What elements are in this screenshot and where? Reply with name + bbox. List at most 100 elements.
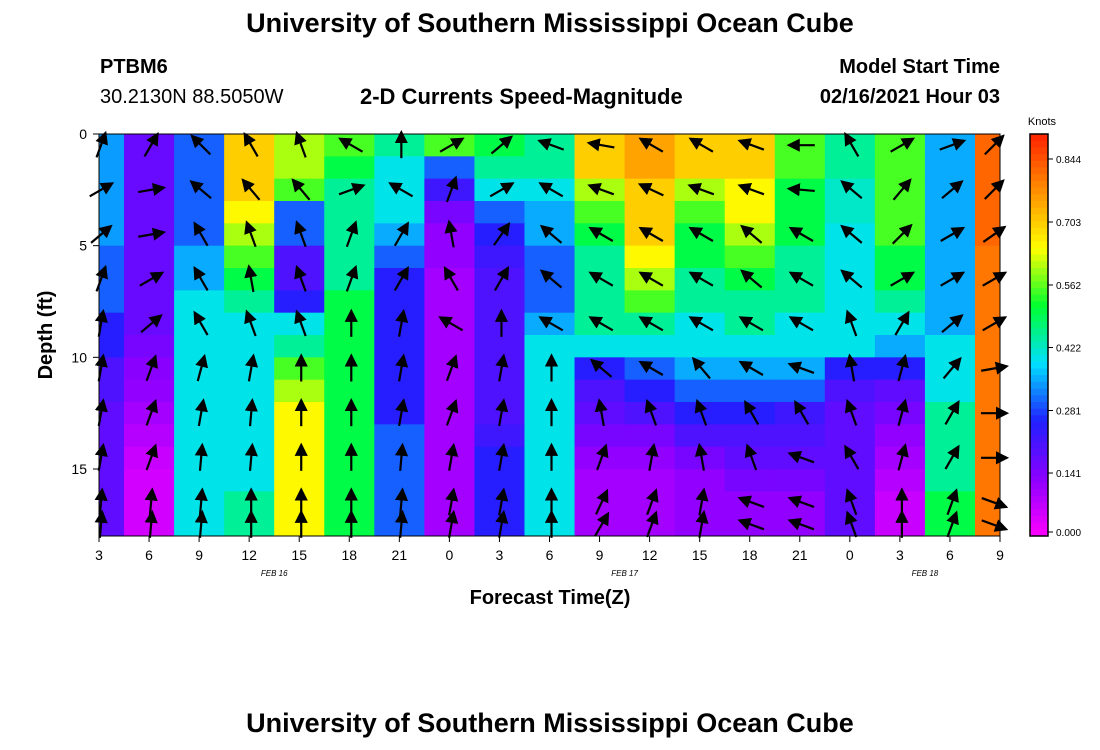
heatmap-cell [574,290,626,314]
heatmap-cell [274,402,325,425]
current-arrow [140,314,163,334]
heatmap-cell [474,491,525,515]
heatmap-cell [924,469,976,492]
colorbar-segment [1030,174,1048,182]
colorbar-tick-label: 0.000 [1056,528,1081,539]
bottom-title: University of Southern Mississippi Ocean… [246,708,854,738]
current-arrow [589,358,613,378]
current-arrow [345,264,359,292]
heatmap-cell [324,491,375,515]
heatmap-cell [224,156,275,180]
heatmap-cell [274,424,325,448]
heatmap-cell [424,469,475,492]
heatmap-cell [224,513,275,537]
current-arrow [244,264,258,293]
model-start-label: Model Start Time [839,56,1000,78]
heatmap-cell [674,290,726,314]
colorbar-segment [1030,140,1048,148]
current-arrow [588,226,614,242]
heatmap-cell [274,290,325,314]
heatmap-cell [374,469,425,492]
heatmap-cell [624,156,676,180]
current-arrow [840,180,863,200]
colorbar-segment [1030,509,1048,517]
heatmap-cell [374,156,425,180]
heatmap-cell [224,268,275,291]
current-arrow [694,442,708,471]
current-arrow [982,271,1008,287]
current-arrow [737,182,765,196]
heatmap-cell [674,491,726,515]
heatmap-cell [974,223,1001,247]
heatmap-cell [424,513,475,537]
heatmap-cell [524,156,576,180]
heatmap-cell [474,268,525,291]
current-arrow [495,442,509,471]
heatmap-cell [524,469,576,492]
heatmap-cell [674,424,726,448]
current-arrow [894,310,910,336]
heatmap-cell [174,379,225,403]
heatmap-cell [374,379,425,403]
heatmap-cell [974,424,1001,448]
colorbar-tick-label: 0.141 [1056,469,1081,480]
colorbar-segment [1030,207,1048,215]
current-arrow [941,180,964,200]
current-arrow [840,269,863,289]
colorbar-segment [1030,462,1048,470]
heatmap-cell [724,268,776,291]
current-arrow [596,443,609,471]
current-arrow [638,271,664,287]
heatmap-cell [674,335,726,358]
x-axis: 3 6 9 12 15 18 21 0 3 6 9 12 15 18 21 0 3 6 9 FEB 16 FEB 17 F… [95,536,1004,578]
heatmap-cell [524,335,576,358]
heatmap-cell [774,379,826,403]
current-arrow [495,398,509,427]
heatmap-cell [224,290,275,314]
heatmap-cell [924,335,976,358]
colorbar-segment [1030,348,1048,356]
current-arrow [493,222,511,246]
heatmap-cell [174,469,225,492]
heatmap-cell [124,469,175,492]
heatmap-cell [524,223,576,247]
heatmap-cell [99,379,125,403]
heatmap-cell [324,469,375,492]
current-arrow [394,509,409,538]
y-axis-title: Depth (ft) [35,291,57,380]
x-tick-label: 3 [896,547,904,563]
heatmap-cell [874,513,926,537]
heatmap-cell [874,245,926,269]
heatmap-cell [324,245,375,269]
current-arrow [688,226,714,242]
colorbar-segment [1030,201,1048,209]
heatmap-cell [774,424,826,448]
heatmap-cell [374,268,425,291]
current-arrow [587,182,615,196]
current-arrow [294,309,307,337]
heatmap-cell [774,335,826,358]
current-arrow [243,132,259,157]
heatmap-cell [124,446,175,470]
colorbar-segment [1030,515,1048,524]
heatmap-cell [474,223,525,247]
heatmap-cell [374,402,425,425]
heatmap-cell [974,245,1001,269]
heatmap-cell [174,335,225,358]
heatmap-cell [174,290,225,314]
current-arrow [445,509,459,538]
current-arrow [393,221,409,247]
heatmap-cell [424,201,475,224]
heatmap-cell [324,201,375,224]
current-arrow [438,316,464,332]
heatmap-cell [974,268,1001,291]
current-arrow [844,444,860,470]
date-label: FEB 17 [611,569,638,578]
current-arrow [393,266,409,291]
date-label: FEB 18 [912,569,939,578]
colorbar-segment [1030,288,1048,296]
x-tick-label: 6 [546,547,554,563]
heatmap-cell [674,245,726,269]
heatmap-cell [324,335,375,358]
heatmap-cell [474,201,525,224]
